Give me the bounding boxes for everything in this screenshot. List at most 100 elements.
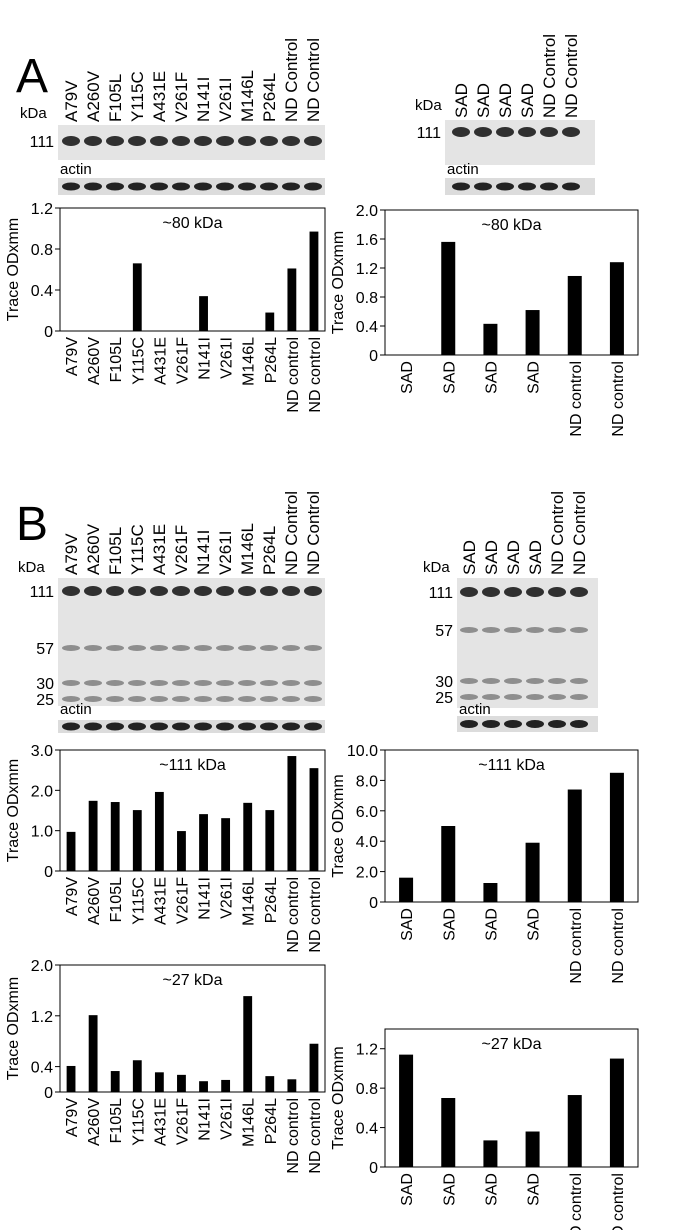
marker-label: 25 xyxy=(36,692,54,709)
band xyxy=(282,696,300,702)
chart-title: ~111 kDa xyxy=(478,757,545,774)
x-tick-label: SAD xyxy=(483,361,500,394)
plot-frame xyxy=(384,1028,639,1168)
bar xyxy=(287,756,297,871)
y-axis-label: Trace ODxmm xyxy=(5,977,22,1080)
actin-band xyxy=(460,720,478,728)
plot-frame xyxy=(384,209,639,356)
band xyxy=(570,587,588,597)
actin-blot xyxy=(58,178,325,195)
x-tick-label: F105L xyxy=(108,1098,125,1143)
band xyxy=(548,627,566,633)
band xyxy=(128,645,146,651)
band xyxy=(106,696,124,702)
y-tick-label: 1.2 xyxy=(356,261,378,278)
bar xyxy=(221,1079,231,1092)
band xyxy=(304,696,322,702)
band xyxy=(304,645,322,651)
bar xyxy=(309,231,319,331)
x-tick-label: A79V xyxy=(64,877,81,916)
x-tick-label: SAD xyxy=(441,908,458,941)
bar xyxy=(441,241,456,355)
band xyxy=(260,680,278,686)
band xyxy=(282,680,300,686)
x-tick-label: ND control xyxy=(285,337,302,413)
band xyxy=(282,645,300,651)
band xyxy=(526,587,544,597)
band xyxy=(570,678,588,684)
band xyxy=(172,696,190,702)
band xyxy=(216,645,234,651)
band xyxy=(238,136,256,146)
actin-band xyxy=(216,182,234,191)
band xyxy=(304,136,322,146)
band xyxy=(172,586,190,596)
band xyxy=(526,678,544,684)
band xyxy=(150,696,168,702)
bar xyxy=(441,1098,456,1167)
x-tick-label: F105L xyxy=(108,877,125,922)
marker-label: 111 xyxy=(429,585,453,602)
bar xyxy=(483,1140,498,1167)
actin-label: actin xyxy=(459,701,491,718)
plot-frame xyxy=(59,964,326,1093)
band xyxy=(504,587,522,597)
lane-label: ND Control xyxy=(540,34,559,118)
actin-band xyxy=(260,722,278,731)
band xyxy=(570,627,588,633)
band xyxy=(548,587,566,597)
panel-label: B xyxy=(16,498,48,551)
band xyxy=(216,696,234,702)
actin-band xyxy=(548,720,566,728)
kda-label: kDa xyxy=(415,97,442,114)
y-tick-label: 6.0 xyxy=(356,804,378,821)
bar xyxy=(609,262,624,355)
x-tick-label: SAD xyxy=(526,908,543,941)
lane-label: SAD xyxy=(504,540,523,575)
x-tick-label: V261I xyxy=(219,337,236,379)
band xyxy=(460,627,478,633)
y-tick-label: 0.8 xyxy=(356,1081,378,1098)
band xyxy=(260,586,278,596)
marker-label: 25 xyxy=(435,690,453,707)
bar xyxy=(609,1058,624,1167)
bar xyxy=(525,1131,540,1167)
lane-label: M146L xyxy=(238,523,257,575)
y-tick-label: 2.0 xyxy=(31,783,53,800)
y-tick-label: 0 xyxy=(369,895,378,912)
band xyxy=(216,680,234,686)
band xyxy=(282,136,300,146)
band xyxy=(84,680,102,686)
actin-band xyxy=(106,722,124,731)
band xyxy=(62,645,80,651)
band xyxy=(128,136,146,146)
bar xyxy=(525,842,540,902)
x-tick-label: ND control xyxy=(285,877,302,953)
band xyxy=(504,678,522,684)
lane-label: SAD xyxy=(496,83,515,118)
band xyxy=(150,586,168,596)
bar xyxy=(567,789,582,902)
band xyxy=(496,127,514,137)
x-tick-label: A260V xyxy=(86,877,103,925)
x-tick-label: V261I xyxy=(219,877,236,919)
actin-band xyxy=(216,722,234,731)
band xyxy=(216,136,234,146)
actin-band xyxy=(84,182,102,191)
band xyxy=(106,586,124,596)
lane-label: P264L xyxy=(260,526,279,575)
bar xyxy=(199,296,208,331)
bar xyxy=(265,810,275,871)
bar xyxy=(199,814,208,871)
bar xyxy=(132,263,142,331)
marker-label: 30 xyxy=(36,676,54,693)
x-tick-label: A260V xyxy=(86,1098,103,1146)
band xyxy=(194,696,212,702)
chart-title: ~80 kDa xyxy=(162,215,222,232)
x-tick-label: SAD xyxy=(399,908,416,941)
x-tick-label: ND control xyxy=(307,877,324,953)
marker-label: 111 xyxy=(30,134,54,151)
lane-label: M146L xyxy=(238,70,257,122)
chart-title: ~27 kDa xyxy=(481,1036,541,1053)
